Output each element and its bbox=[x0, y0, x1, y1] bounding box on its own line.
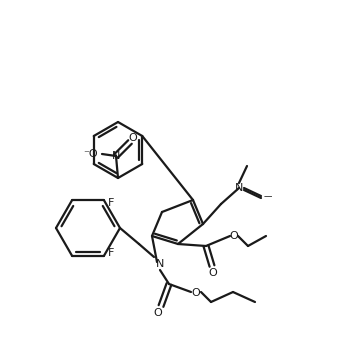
Text: N: N bbox=[156, 259, 164, 269]
Text: O: O bbox=[209, 268, 218, 278]
Text: N: N bbox=[112, 151, 120, 161]
Text: O: O bbox=[192, 288, 200, 298]
Text: O: O bbox=[129, 133, 137, 143]
Text: ⁻O: ⁻O bbox=[84, 149, 98, 159]
Text: O: O bbox=[229, 231, 238, 241]
Text: F: F bbox=[108, 198, 114, 208]
Text: N: N bbox=[235, 183, 243, 193]
Text: —: — bbox=[264, 192, 272, 201]
Text: O: O bbox=[154, 308, 162, 318]
Text: F: F bbox=[108, 248, 114, 258]
